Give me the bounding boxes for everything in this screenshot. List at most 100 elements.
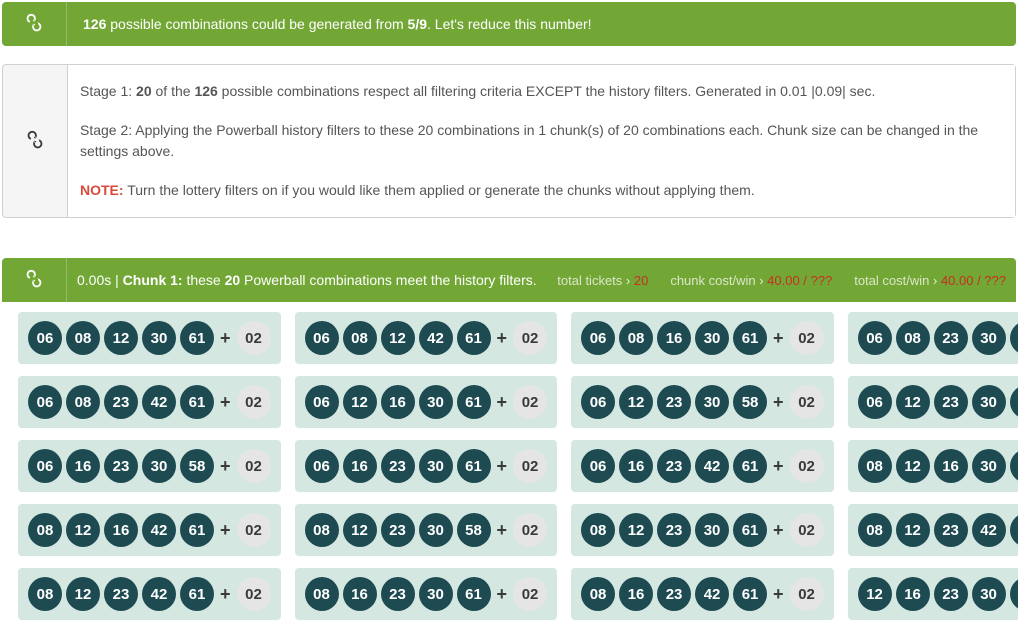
combination-card[interactable]: 0616233058+02 [18, 440, 281, 492]
number-ball: 30 [695, 385, 729, 419]
note-text: NOTE: Turn the lottery filters on if you… [80, 180, 1003, 201]
bonus-ball: 02 [237, 449, 271, 483]
combination-card[interactable]: 0608163061+02 [571, 312, 834, 364]
number-ball: 30 [972, 449, 1006, 483]
number-ball: 08 [66, 385, 100, 419]
bonus-ball: 02 [513, 513, 547, 547]
number-ball: 06 [305, 321, 339, 355]
combination-card[interactable]: 0812164261+02 [18, 504, 281, 556]
combination-card[interactable]: 0608124261+02 [295, 312, 558, 364]
combination-card[interactable]: 0612233061+02 [848, 376, 1018, 428]
number-ball: 08 [896, 321, 930, 355]
number-ball: 23 [657, 449, 691, 483]
stage1-text: Stage 1: 20 of the 126 possible combinat… [80, 81, 1003, 102]
number-ball: 08 [581, 513, 615, 547]
combination-card[interactable]: 0612163061+02 [295, 376, 558, 428]
number-ball: 08 [619, 321, 653, 355]
plus-separator: + [495, 392, 510, 413]
number-ball: 23 [657, 385, 691, 419]
number-ball: 08 [66, 321, 100, 355]
plus-separator: + [495, 456, 510, 477]
total-cost: total cost/win › 40.00 / ??? [854, 273, 1006, 288]
number-ball: 23 [934, 321, 968, 355]
number-ball: 08 [858, 513, 892, 547]
number-ball: 08 [305, 577, 339, 611]
bonus-ball: 02 [513, 449, 547, 483]
number-ball: 06 [28, 385, 62, 419]
plus-separator: + [218, 456, 233, 477]
number-ball: 61 [1010, 385, 1018, 419]
number-ball: 16 [619, 449, 653, 483]
chunk-header-stats: total tickets › 20 chunk cost/win › 40.0… [547, 259, 1016, 302]
combination-card[interactable]: 0616234261+02 [571, 440, 834, 492]
number-ball: 16 [104, 513, 138, 547]
plus-separator: + [771, 520, 786, 541]
number-ball: 23 [934, 513, 968, 547]
plus-separator: + [771, 584, 786, 605]
combination-card[interactable]: 0816234261+02 [571, 568, 834, 620]
combination-card[interactable]: 0812163061+02 [848, 440, 1018, 492]
number-ball: 23 [657, 577, 691, 611]
number-ball: 30 [695, 321, 729, 355]
number-ball: 61 [180, 385, 214, 419]
number-ball: 08 [581, 577, 615, 611]
number-ball: 23 [381, 449, 415, 483]
number-ball: 30 [972, 321, 1006, 355]
number-ball: 06 [28, 449, 62, 483]
bonus-ball: 02 [513, 385, 547, 419]
number-ball: 61 [457, 385, 491, 419]
combination-card[interactable]: 0612233058+02 [571, 376, 834, 428]
plus-separator: + [218, 328, 233, 349]
number-ball: 23 [104, 577, 138, 611]
combination-card[interactable]: 0812233061+02 [571, 504, 834, 556]
combination-card[interactable]: 0616233061+02 [295, 440, 558, 492]
bonus-ball: 02 [790, 385, 824, 419]
link-icon [2, 2, 66, 46]
combination-card[interactable]: 0816233061+02 [295, 568, 558, 620]
combination-card[interactable]: 0812233058+02 [295, 504, 558, 556]
number-ball: 23 [934, 577, 968, 611]
number-ball: 12 [896, 385, 930, 419]
number-ball: 12 [619, 385, 653, 419]
bonus-ball: 02 [513, 577, 547, 611]
combination-card[interactable]: 0608234261+02 [18, 376, 281, 428]
combination-card[interactable]: 0812234261+02 [18, 568, 281, 620]
combination-card[interactable]: 1216233061+02 [848, 568, 1018, 620]
number-ball: 61 [180, 321, 214, 355]
number-ball: 42 [142, 513, 176, 547]
number-ball: 08 [858, 449, 892, 483]
number-ball: 16 [381, 385, 415, 419]
number-ball: 06 [28, 321, 62, 355]
number-ball: 06 [858, 321, 892, 355]
number-ball: 12 [343, 513, 377, 547]
number-ball: 12 [619, 513, 653, 547]
combination-card[interactable]: 0608233058+02 [848, 312, 1018, 364]
number-ball: 61 [733, 321, 767, 355]
number-ball: 06 [581, 449, 615, 483]
plus-separator: + [771, 392, 786, 413]
banner-text: 126 possible combinations could be gener… [66, 2, 608, 46]
number-ball: 08 [28, 577, 62, 611]
number-ball: 30 [419, 513, 453, 547]
number-ball: 61 [457, 449, 491, 483]
number-ball: 12 [381, 321, 415, 355]
total-tickets: total tickets › 20 [557, 273, 648, 288]
combinations-grid: 0608123061+020608124261+020608163061+020… [2, 312, 1016, 624]
number-ball: 61 [733, 513, 767, 547]
number-ball: 16 [657, 321, 691, 355]
bonus-ball: 02 [513, 321, 547, 355]
number-ball: 61 [733, 449, 767, 483]
number-ball: 12 [343, 385, 377, 419]
number-ball: 61 [457, 577, 491, 611]
combination-card[interactable]: 0608123061+02 [18, 312, 281, 364]
bonus-ball: 02 [237, 577, 271, 611]
number-ball: 61 [180, 513, 214, 547]
number-ball: 30 [419, 577, 453, 611]
number-ball: 58 [180, 449, 214, 483]
number-ball: 42 [695, 577, 729, 611]
number-ball: 42 [695, 449, 729, 483]
number-ball: 06 [305, 385, 339, 419]
combination-card[interactable]: 0812234258+02 [848, 504, 1018, 556]
number-ball: 42 [142, 577, 176, 611]
info-panel: Stage 1: 20 of the 126 possible combinat… [2, 64, 1016, 218]
